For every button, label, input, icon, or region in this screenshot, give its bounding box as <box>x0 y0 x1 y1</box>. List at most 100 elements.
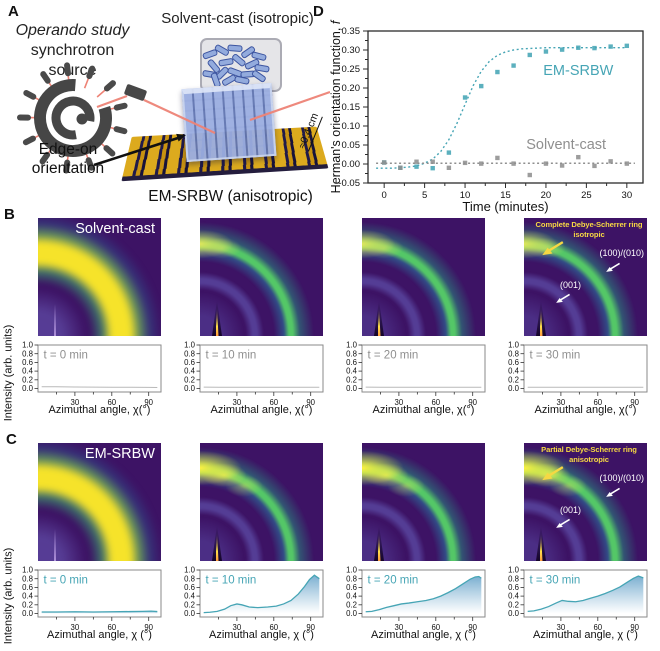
svg-text:1.0: 1.0 <box>508 566 520 575</box>
svg-text:0.0: 0.0 <box>184 384 196 393</box>
svg-text:t = 10 min: t = 10 min <box>206 350 257 362</box>
svg-text:t = 10 min: t = 10 min <box>206 575 257 587</box>
svg-text:90: 90 <box>144 398 153 407</box>
svg-text:0: 0 <box>382 190 387 201</box>
azimuthal-axis-label: Azimuthal angle, χ(°) <box>534 404 637 416</box>
diffraction-image: EM-SRBW <box>38 443 161 561</box>
svg-text:90: 90 <box>468 398 477 407</box>
azimuthal-axis-label: Azimuthal angle, χ (°) <box>209 629 314 641</box>
diffraction-image: Partial Debye-Scherrer ring anisotropic (1… <box>524 443 647 561</box>
herman-orientation-chart: 0 5 10 15 20 25 30 -0.05 0.00 0.05 0.10 0.15 0.20 0.2… <box>330 19 644 214</box>
ring-hotspot-icon <box>362 218 485 336</box>
diffraction-image: Solvent-cast <box>38 218 161 336</box>
azimuthal-intensity-plot: 0.00.20.40.60.81.0 30 60 90 t = 0 min <box>22 341 162 407</box>
svg-text:0.8: 0.8 <box>508 349 519 358</box>
ring-hotspot-icon <box>362 443 485 561</box>
ring-hotspot-icon <box>200 218 323 336</box>
svg-text:60: 60 <box>107 623 116 632</box>
beamstop-streak-icon <box>215 533 219 561</box>
panel-a-schematic: Operando study synchrotron source Solven… <box>0 0 330 210</box>
diffraction-tile: Complete Debye-Scherrer ring isotropic (10… <box>508 218 648 423</box>
svg-text:30: 30 <box>395 623 404 632</box>
beamstop-streak-icon <box>215 308 219 336</box>
svg-text:0.0: 0.0 <box>346 609 358 618</box>
svg-text:0.2: 0.2 <box>346 600 357 609</box>
panel-b-label: B <box>4 206 15 223</box>
svg-text:0.2: 0.2 <box>508 375 519 384</box>
svg-text:0.4: 0.4 <box>184 592 196 601</box>
annotation-arrow-icon <box>556 518 570 528</box>
azimuthal-plot-wrap: 0.0 0.2 0.4 0.6 0.8 1.0 30 60 90 t = 30 min <box>508 566 648 632</box>
svg-text:0.6: 0.6 <box>508 583 519 592</box>
svg-text:5: 5 <box>422 190 427 201</box>
svg-text:0.6: 0.6 <box>184 358 195 367</box>
svg-text:15: 15 <box>500 190 511 201</box>
svg-text:60: 60 <box>431 398 440 407</box>
diffraction-image: Complete Debye-Scherrer ring isotropic (10… <box>524 218 647 336</box>
diffraction-tile: 0.0 0.2 0.4 0.6 0.8 1.0 30 60 90 t = 20 min Azimut… <box>346 218 486 423</box>
svg-text:0.10: 0.10 <box>342 121 361 132</box>
annotation-arrow-icon <box>542 466 564 481</box>
svg-text:0.2: 0.2 <box>508 600 519 609</box>
svg-text:90: 90 <box>468 623 477 632</box>
svg-text:0.8: 0.8 <box>346 574 357 583</box>
svg-text:30: 30 <box>557 623 566 632</box>
svg-text:90: 90 <box>630 398 639 407</box>
svg-text:0.2: 0.2 <box>346 375 357 384</box>
synchrotron-caption: Operando study synchrotron source <box>5 21 140 81</box>
crystal-array-icon <box>181 82 277 163</box>
svg-text:90: 90 <box>144 623 153 632</box>
svg-text:Solvent-cast: Solvent-cast <box>526 137 606 153</box>
azimuthal-axis-label: Azimuthal angle, χ(°) <box>372 404 475 416</box>
annotation-arrow-icon <box>606 262 620 272</box>
svg-text:0.4: 0.4 <box>22 592 34 601</box>
azimuthal-intensity-plot: 0.00.20.40.60.81.0 30 60 90 t = 10 min <box>184 341 324 407</box>
svg-text:0.05: 0.05 <box>342 140 361 151</box>
svg-text:30: 30 <box>71 398 80 407</box>
svg-text:t = 30 min: t = 30 min <box>530 350 581 362</box>
annotation-arrow-icon <box>542 241 564 256</box>
svg-text:0.8: 0.8 <box>184 574 195 583</box>
azimuthal-plot-wrap: 0.0 0.2 0.4 0.6 0.8 1.0 30 60 90 t = 30 min <box>508 341 648 407</box>
svg-text:0.2: 0.2 <box>184 600 195 609</box>
azimuthal-plot-wrap: 0.0 0.2 0.4 0.6 0.8 1.0 30 60 90 t = 20 min <box>346 341 486 407</box>
panel-c-label: C <box>6 431 17 448</box>
svg-text:0.8: 0.8 <box>508 574 519 583</box>
svg-text:0.00: 0.00 <box>342 159 361 170</box>
beamstop-streak-icon <box>54 304 56 336</box>
svg-text:0.4: 0.4 <box>508 592 520 601</box>
debye-scherrer-ring-icon <box>38 218 161 336</box>
svg-text:0.6: 0.6 <box>346 583 357 592</box>
svg-text:30: 30 <box>395 398 404 407</box>
svg-text:0.2: 0.2 <box>184 375 195 384</box>
diffraction-tile: 0.0 0.2 0.4 0.6 0.8 1.0 30 60 90 t = 10 min Azimut… <box>184 443 324 648</box>
azimuthal-plot-wrap: 0.0 0.2 0.4 0.6 0.8 1.0 30 60 90 t = 20 min <box>346 566 486 632</box>
diffraction-image <box>362 218 485 336</box>
azimuthal-intensity-plot: 0.00.20.40.60.81.0 30 60 90 t = 0 min <box>22 566 162 632</box>
svg-text:0.25: 0.25 <box>342 64 361 75</box>
svg-text:0.8: 0.8 <box>346 349 357 358</box>
svg-text:0.15: 0.15 <box>342 102 361 113</box>
azimuthal-plot-wrap: 0.0 0.2 0.4 0.6 0.8 1.0 30 60 90 t = 0 min <box>22 341 162 407</box>
svg-text:1.0: 1.0 <box>184 341 196 350</box>
svg-text:1.0: 1.0 <box>22 341 34 350</box>
svg-text:1.0: 1.0 <box>346 341 358 350</box>
diffraction-image <box>200 443 323 561</box>
svg-text:0.2: 0.2 <box>22 600 33 609</box>
svg-text:t = 20 min: t = 20 min <box>368 350 419 362</box>
peak-100-010-label: (100)/(010) <box>599 248 644 258</box>
svg-text:0.0: 0.0 <box>184 609 196 618</box>
beamstop-streak-icon <box>377 308 381 336</box>
svg-text:30: 30 <box>233 398 242 407</box>
svg-text:25: 25 <box>581 190 592 201</box>
svg-text:0.30: 0.30 <box>342 45 361 56</box>
svg-text:30: 30 <box>622 190 633 201</box>
azimuthal-intensity-plot: 0.00.20.40.60.81.0 30 60 90 t = 10 min <box>184 566 324 632</box>
svg-text:90: 90 <box>306 398 315 407</box>
svg-text:-0.05: -0.05 <box>338 178 360 189</box>
svg-text:1.0: 1.0 <box>22 566 34 575</box>
svg-text:30: 30 <box>233 623 242 632</box>
svg-text:0.8: 0.8 <box>22 574 33 583</box>
azimuthal-axis-label: Azimuthal angle, χ(°) <box>210 404 313 416</box>
